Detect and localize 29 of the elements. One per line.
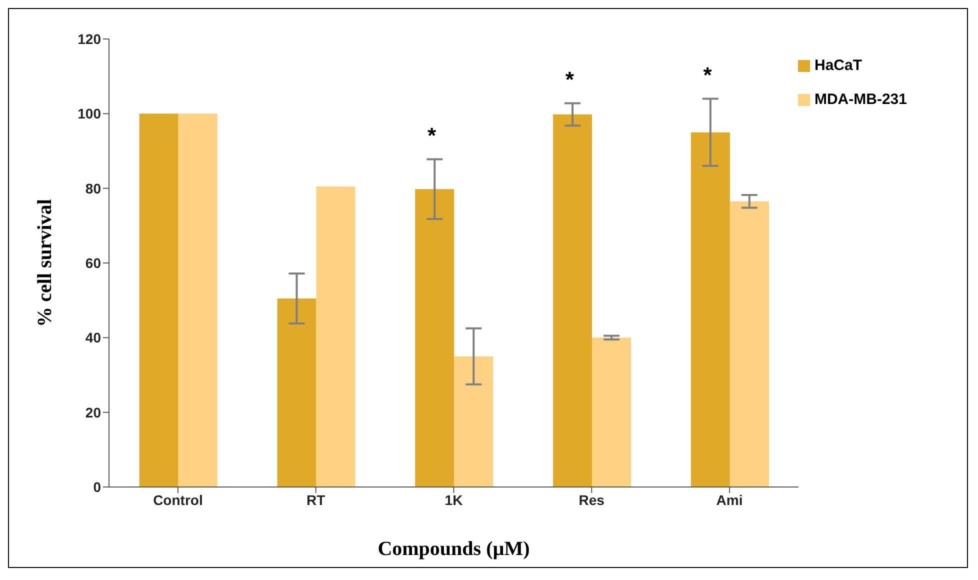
y-tick-label: 120 [78,30,102,47]
x-axis-title: Compounds (µM) [378,538,530,560]
y-axis-title: % cell survival [34,198,56,327]
x-tick-label: Res [578,492,605,508]
bar [316,186,356,487]
x-tick-label: Control [153,492,203,508]
bar [139,114,178,487]
x-tick-label: RT [306,492,326,508]
bar [592,338,632,487]
bar [553,114,592,487]
annotation: * [565,67,574,92]
bar [730,201,769,487]
y-tick-label: 20 [85,404,102,420]
y-tick-label: 100 [78,106,102,122]
x-tick-label: 1K [444,492,463,508]
bar [454,356,494,487]
bar [415,189,454,487]
annotation: * [427,123,436,148]
y-tick-label: 80 [85,180,102,196]
y-tick-label: 60 [85,254,102,271]
legend-label: MDA-MB-231 [814,91,907,108]
y-tick-label: 0 [93,478,102,495]
annotation: * [703,62,712,88]
legend-label: HaCaT [814,57,862,74]
bar [178,114,218,487]
bar [277,298,316,487]
x-tick-label: Ami [716,492,743,508]
bar [690,132,730,487]
y-tick-label: 40 [85,330,102,346]
